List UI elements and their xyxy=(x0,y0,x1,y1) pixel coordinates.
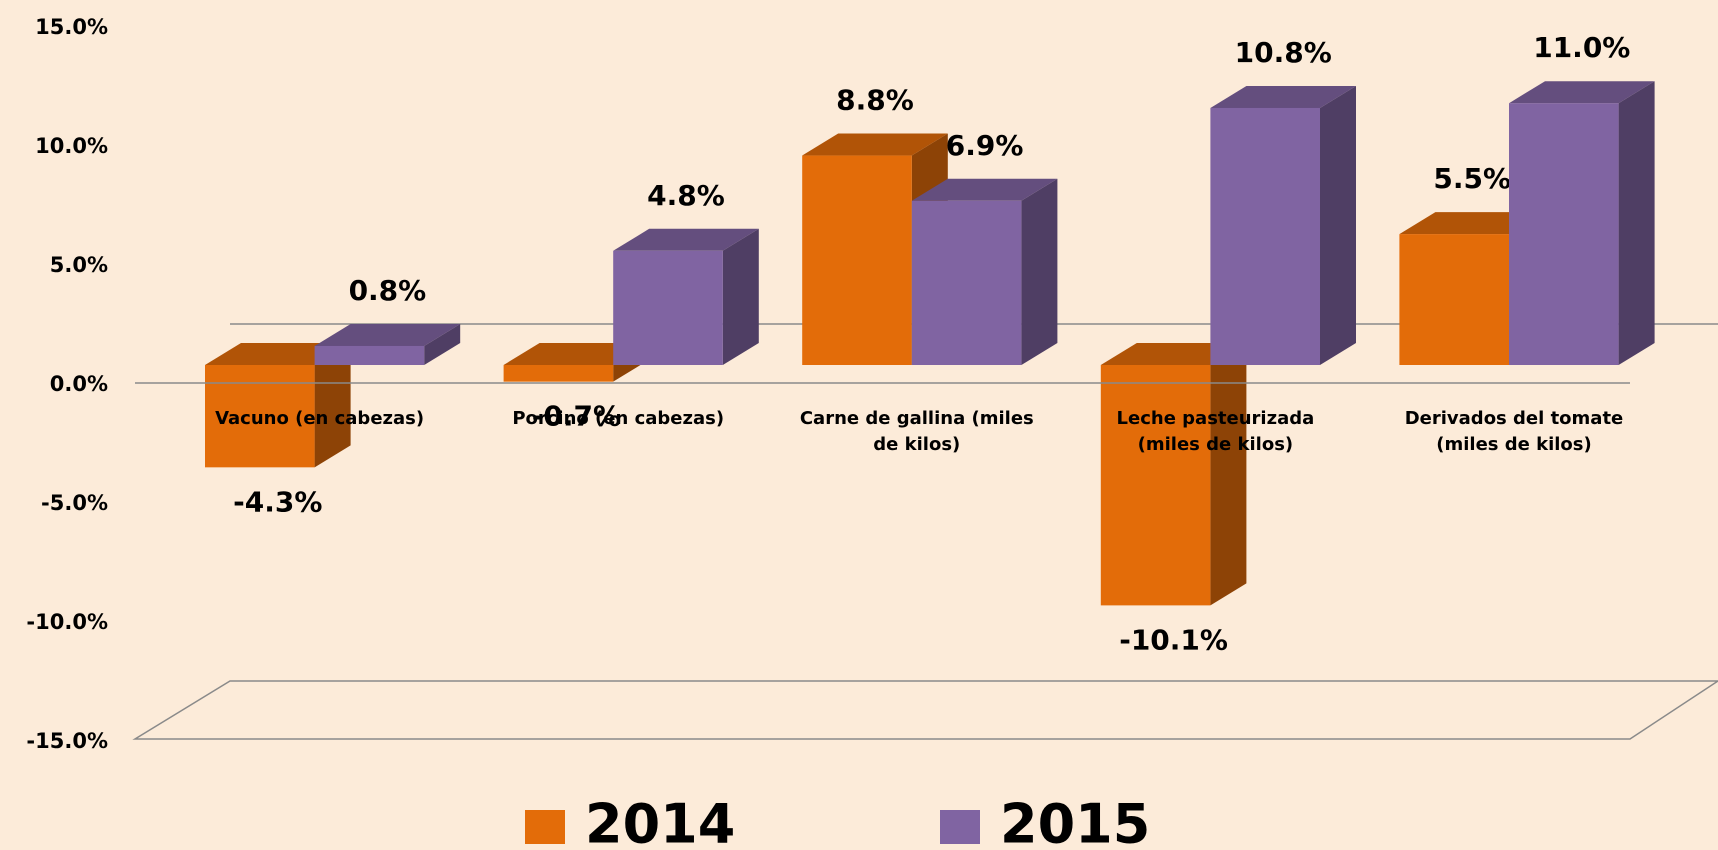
value-label: -4.3% xyxy=(233,485,322,518)
bar xyxy=(802,155,912,365)
bar xyxy=(613,250,723,365)
value-label: 0.8% xyxy=(349,274,427,307)
y-tick-label: 0.0% xyxy=(50,372,108,396)
bar-top xyxy=(802,133,948,156)
legend-label: 2015 xyxy=(1000,793,1150,850)
bar-top xyxy=(205,343,351,365)
value-label: 4.8% xyxy=(647,179,725,212)
y-tick-label: -15.0% xyxy=(26,729,108,753)
value-label: -0.7% xyxy=(532,400,621,433)
bar xyxy=(1210,107,1320,366)
bar-top xyxy=(1210,85,1356,108)
bar-side xyxy=(722,228,759,365)
bar xyxy=(1399,234,1509,365)
bar xyxy=(205,365,315,468)
bar-side xyxy=(1618,81,1655,365)
x-tick-label: Carne de gallina (miles de kilos) xyxy=(799,408,1034,455)
bar-3d xyxy=(1210,85,1356,366)
bar xyxy=(911,200,1022,365)
value-label: -10.1% xyxy=(1119,623,1228,656)
bar-side xyxy=(314,343,351,468)
bar-top xyxy=(911,178,1058,201)
legend-swatch xyxy=(525,810,565,844)
bar-top xyxy=(1399,212,1545,235)
legend-label: 2014 xyxy=(585,793,735,850)
legend-swatch xyxy=(940,810,980,844)
bar xyxy=(503,365,614,382)
y-tick-label: 5.0% xyxy=(50,253,108,277)
y-tick-label: -5.0% xyxy=(41,491,108,515)
bar xyxy=(1509,103,1619,365)
x-tick-label: Leche pasteurizada (miles de kilos) xyxy=(1116,408,1315,455)
bar-3d xyxy=(314,323,461,365)
bar xyxy=(314,345,425,365)
bar-3d xyxy=(911,178,1058,365)
value-label: 6.9% xyxy=(946,129,1024,162)
y-tick-label: 10.0% xyxy=(35,134,108,158)
value-label: 5.5% xyxy=(1433,162,1511,195)
value-label: 11.0% xyxy=(1533,31,1630,64)
bar-top xyxy=(1509,81,1655,104)
bar-top xyxy=(1100,343,1247,365)
bar-3d xyxy=(613,228,759,365)
bar-top xyxy=(503,343,650,365)
x-tick-label: Porcino (en cabezas) xyxy=(512,408,725,429)
bar-side xyxy=(424,323,461,365)
bar-3d xyxy=(1100,343,1247,606)
floor xyxy=(132,680,1718,740)
x-tick-label: Derivados del tomate (miles de kilos) xyxy=(1404,408,1624,455)
value-label: 8.8% xyxy=(836,84,914,117)
bar-top xyxy=(314,323,461,346)
bar-top xyxy=(613,228,759,251)
y-tick-label: 15.0% xyxy=(35,15,108,39)
bar-side xyxy=(1210,343,1247,606)
value-label: 10.8% xyxy=(1235,36,1332,69)
bar-side xyxy=(1320,85,1356,366)
y-tick-label: -10.0% xyxy=(26,610,108,634)
bar xyxy=(1100,365,1211,606)
bar-3d xyxy=(205,343,351,468)
x-tick-label: Vacuno (en cabezas) xyxy=(215,408,425,429)
bar-side xyxy=(1021,178,1058,365)
bar-3d xyxy=(1509,81,1655,365)
